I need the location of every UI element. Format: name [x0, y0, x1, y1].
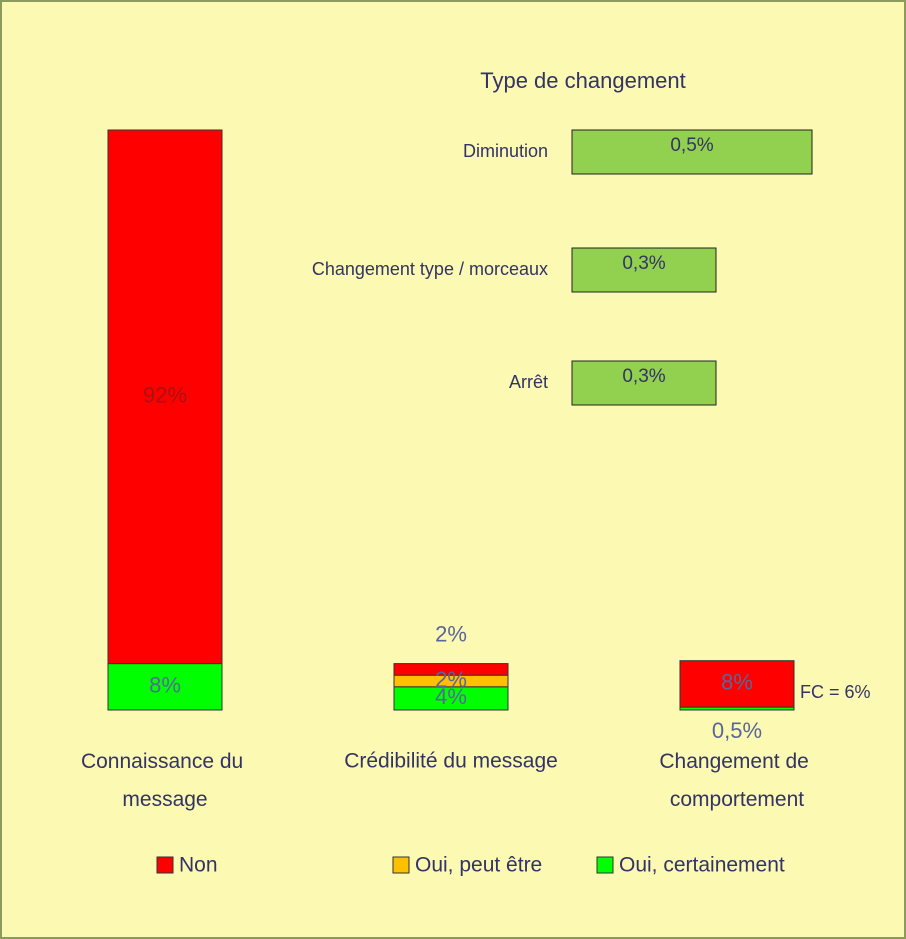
- bar: [571, 129, 813, 175]
- y-tick-label: Diminution: [463, 141, 548, 161]
- bar-segment: [679, 660, 795, 708]
- bar: [571, 360, 717, 406]
- bar-segment: [393, 663, 509, 676]
- value-label: 92%: [143, 383, 187, 408]
- x-tick-label: Changement de comportement: [659, 750, 814, 811]
- legend-swatch: [156, 856, 174, 874]
- legend-label: Oui, peut être: [415, 854, 542, 877]
- bar-segment: [107, 129, 223, 665]
- value-label: 0,3%: [622, 366, 665, 387]
- value-label: 8%: [721, 670, 753, 695]
- value-label: 4%: [435, 684, 467, 709]
- bar: [571, 247, 717, 293]
- legend-swatch: [596, 856, 614, 874]
- legend-label: Oui, certainement: [619, 854, 785, 877]
- x-tick-label: Crédibilité du message: [344, 750, 558, 773]
- value-label: 0,3%: [622, 253, 665, 274]
- x-tick-label: Connaissance du message: [81, 750, 249, 811]
- y-tick-label: Arrêt: [509, 372, 548, 392]
- value-label: 0,5%: [712, 718, 762, 743]
- value-label: 0,5%: [670, 135, 713, 156]
- inset-title: Type de changement: [480, 68, 685, 93]
- bar-segment: [107, 663, 223, 711]
- y-tick-label: Changement type / morceaux: [312, 259, 548, 279]
- legend-swatch: [392, 856, 410, 874]
- value-label: 8%: [149, 673, 181, 698]
- value-label: 2%: [435, 621, 467, 646]
- annotation: FC = 6%: [800, 682, 871, 702]
- value-label: 2%: [435, 667, 467, 692]
- legend-label: Non: [179, 854, 218, 877]
